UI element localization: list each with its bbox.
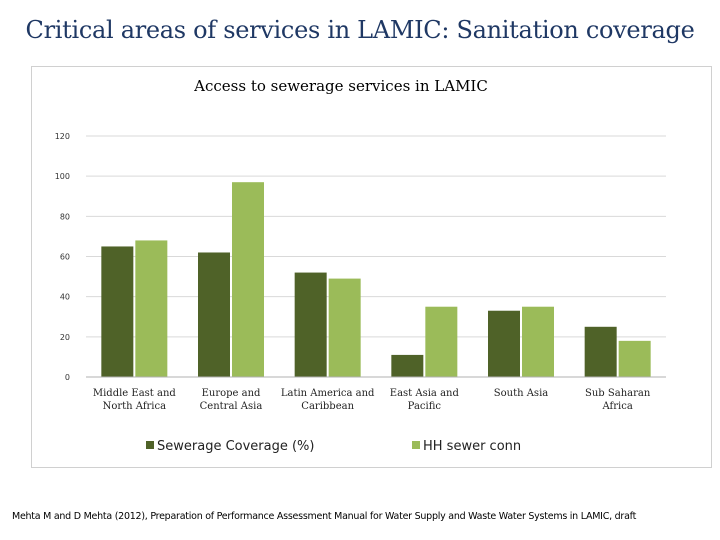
slide-title: Critical areas of services in LAMIC: San… bbox=[25, 16, 695, 44]
x-tick-label: Caribbean bbox=[301, 401, 354, 412]
bar bbox=[294, 272, 327, 377]
y-tick-label: 60 bbox=[60, 253, 70, 262]
axes: 0 20 40 60 80 100 120 Middle East and North Afri… bbox=[55, 132, 666, 412]
bar bbox=[488, 310, 520, 377]
x-tick-label: South Asia bbox=[494, 388, 549, 399]
citation-text: Mehta M and D Mehta (2012), Preparation … bbox=[12, 511, 637, 522]
y-tick-label: 100 bbox=[55, 172, 70, 181]
x-tick-label: Central Asia bbox=[200, 401, 263, 412]
legend: Sewerage Coverage (%) HH sewer conn bbox=[146, 439, 521, 454]
x-tick-label: East Asia and bbox=[390, 388, 460, 399]
legend-label: HH sewer conn bbox=[423, 439, 521, 454]
x-tick-label: Latin America and bbox=[281, 388, 375, 399]
bar bbox=[328, 278, 361, 377]
gridlines bbox=[86, 135, 666, 338]
y-tick-label: 20 bbox=[60, 333, 70, 342]
bar-chart: Access to sewerage services in LAMIC 0 20… bbox=[55, 77, 666, 454]
legend-swatch bbox=[146, 441, 154, 449]
x-tick-label: Sub Saharan bbox=[585, 388, 651, 399]
x-tick-label: North Africa bbox=[103, 401, 167, 412]
bar bbox=[198, 252, 230, 377]
y-tick-label: 40 bbox=[60, 293, 70, 302]
bar bbox=[618, 340, 651, 377]
bar bbox=[135, 240, 168, 377]
x-tick-label: Middle East and bbox=[93, 388, 177, 399]
bar bbox=[584, 326, 617, 377]
x-tick-label: Pacific bbox=[408, 401, 442, 412]
bar bbox=[232, 182, 264, 377]
chart-frame: Access to sewerage services in LAMIC 0 20… bbox=[31, 66, 712, 468]
y-tick-label: 120 bbox=[55, 132, 70, 141]
x-tick-label: Europe and bbox=[202, 388, 261, 399]
bar bbox=[391, 354, 424, 377]
chart-title: Access to sewerage services in LAMIC bbox=[193, 77, 488, 95]
y-tick-label: 80 bbox=[60, 212, 70, 221]
bars bbox=[101, 182, 651, 377]
x-tick-label: Africa bbox=[602, 401, 633, 412]
legend-label: Sewerage Coverage (%) bbox=[157, 439, 315, 454]
legend-swatch bbox=[412, 441, 420, 449]
bar bbox=[522, 306, 554, 377]
bar bbox=[425, 306, 458, 377]
y-tick-label: 0 bbox=[65, 373, 70, 382]
bar bbox=[101, 246, 134, 377]
